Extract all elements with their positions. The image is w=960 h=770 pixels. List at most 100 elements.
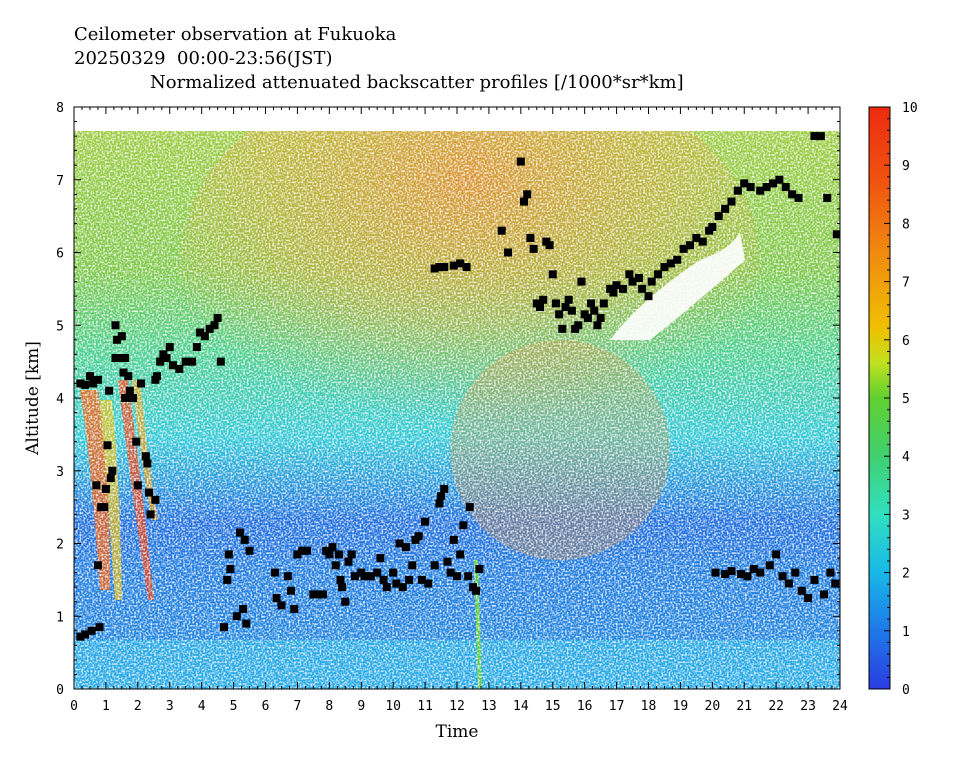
cloud-base-point [156,357,165,366]
x-tick-label: 5 [230,699,238,714]
cloud-base-point [625,270,634,279]
x-tick-label: 9 [357,699,365,714]
cloud-base-point [465,503,474,512]
cloud-base-point [103,441,112,450]
cloud-base-point [430,561,439,570]
cloud-base-point [567,306,576,315]
x-tick-label: 21 [736,699,752,714]
cloud-base-point [328,543,337,552]
cloud-base-point [523,190,532,199]
cloud-base-point [583,313,592,322]
y-tick-label: 4 [56,392,64,407]
cloud-base-point [93,561,102,570]
x-tick-label: 19 [673,699,689,714]
cloud-base-point [599,299,608,308]
cloud-base-point [89,379,98,388]
colorbar-tick-label: 10 [902,101,918,116]
cloud-base-point [520,197,529,206]
y-tick-label: 7 [56,174,64,189]
x-tick-label: 3 [166,699,174,714]
cloud-base-point [504,248,513,257]
cloud-base-point [392,579,401,588]
cloud-base-point [210,321,219,330]
y-tick-label: 0 [56,683,64,698]
colorbar-axis: 0 1 2 3 4 5 6 7 8 9 10 [884,101,918,698]
cloud-base-point [92,481,101,490]
cloud-base-point [117,332,126,341]
cloud-base-point [106,474,115,483]
cloud-base-point [338,583,347,592]
cloud-base-point [526,233,535,242]
cloud-base-point [125,386,134,395]
cloud-base-point [765,561,774,570]
cloud-base-point [746,183,755,192]
cloud-base-point [108,466,117,475]
cloud-base-point [685,241,694,250]
y-tick-label: 3 [56,465,64,480]
cloud-base-point [271,568,280,577]
cloud-base-point [331,561,340,570]
cloud-base-point [654,270,663,279]
cloud-base-point [778,572,787,581]
cloud-base-point [820,590,829,599]
x-tick-label: 0 [70,699,78,714]
backscatter-field [74,107,840,689]
x-tick-label: 16 [577,699,593,714]
cloud-base-point [430,264,439,273]
cloud-base-point [711,568,720,577]
cloud-base-point [437,492,446,501]
cloud-base-point [76,379,85,388]
cloud-base-point [232,612,241,621]
x-tick-label: 2 [134,699,142,714]
cloud-base-point [101,484,110,493]
x-tick-label: 11 [417,699,433,714]
cloud-base-point [596,313,605,322]
cloud-base-point [673,255,682,264]
cloud-base-point [121,394,130,402]
cloud-base-point [539,295,548,304]
cloud-base-point [435,499,444,508]
cloud-base-point [740,179,749,188]
cloud-base-point [309,590,318,599]
cloud-base-point [548,270,557,279]
colorbar-tick-label: 6 [902,334,910,349]
cloud-base-point [768,179,777,188]
x-tick-label: 18 [641,699,657,714]
cloud-base-point [609,288,618,297]
cloud-base-point [146,510,155,519]
x-tick-label: 24 [832,699,848,714]
cloud-base-point [95,623,104,632]
x-tick-label: 10 [385,699,401,714]
colorbar-tick-label: 1 [902,625,910,640]
colorbar-tick-label: 8 [902,217,910,232]
cloud-base-point [772,550,781,559]
cloud-base-point [213,313,222,322]
cloud-base-point [132,437,141,446]
cloud-base-point [721,204,730,213]
x-tick-label: 4 [198,699,206,714]
cloud-base-point [449,535,458,544]
cloud-base-point [168,361,177,370]
x-tick-label: 1 [102,699,110,714]
cloud-base-point [341,597,350,606]
cloud-base-point [87,626,96,635]
cloud-base-point [453,572,461,581]
cloud-base-point [401,543,410,552]
cloud-base-point [113,335,122,344]
cloud-base-point [93,375,102,384]
colorbar-tick-label: 3 [902,508,910,523]
cloud-base-point [733,186,742,195]
cloud-base-point [105,386,114,395]
cloud-base-point [196,328,205,337]
cloud-base-point [124,372,133,381]
cloud-base-point [350,572,359,581]
cloud-base-point [831,579,840,588]
cloud-base-point [272,594,281,603]
cloud-base-point [679,244,688,253]
cloud-base-point [111,321,120,330]
cloud-base-point [133,481,142,490]
cloud-base-point [634,273,643,282]
cloud-base-point [417,575,426,584]
y-axis-label: Altitude [km] [23,341,43,456]
